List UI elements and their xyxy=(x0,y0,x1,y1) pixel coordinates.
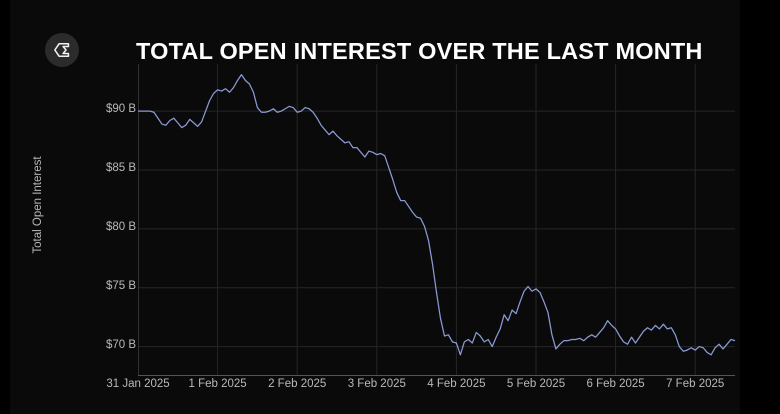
y-tick-label-2: $80 B xyxy=(105,220,136,233)
x-tick-label-1: 1 Feb 2025 xyxy=(188,378,247,390)
x-tick-label-4: 4 Feb 2025 xyxy=(427,378,486,390)
chart-container: Total Open Interest $90 B $85 B $80 B $75 B… xyxy=(10,64,740,414)
x-tick-label-7: 7 Feb 2025 xyxy=(666,378,725,390)
gridlines xyxy=(138,64,735,376)
y-tick-label-0: $90 B xyxy=(105,103,136,116)
y-axis-title: Total Open Interest xyxy=(32,156,44,254)
x-tick-label-3: 3 Feb 2025 xyxy=(347,378,406,390)
x-axis-ticks: 31 Jan 2025 1 Feb 2025 2 Feb 2025 3 Feb 202… xyxy=(10,378,740,402)
x-tick-label-0: 31 Jan 2025 xyxy=(106,378,170,390)
x-tick-label-2: 2 Feb 2025 xyxy=(268,378,327,390)
y-axis-ticks: $90 B $85 B $80 B $75 B $70 B xyxy=(72,64,136,414)
plot-area xyxy=(138,64,735,376)
y-tick-label-4: $70 B xyxy=(105,338,136,351)
panel-header: TOTAL OPEN INTEREST OVER THE LAST MONTH xyxy=(10,14,740,67)
sigma-logo-icon xyxy=(45,33,79,67)
page-title: TOTAL OPEN INTEREST OVER THE LAST MONTH xyxy=(136,38,703,64)
y-tick-label-1: $85 B xyxy=(105,161,136,174)
x-tick-label-6: 6 Feb 2025 xyxy=(586,378,645,390)
chart-panel: TOTAL OPEN INTEREST OVER THE LAST MONTH … xyxy=(10,0,740,414)
line-chart-svg xyxy=(138,64,735,376)
x-tick-label-5: 5 Feb 2025 xyxy=(506,378,566,390)
series-line-total-open-interest xyxy=(138,73,735,356)
axis-lines xyxy=(138,64,735,376)
y-tick-label-3: $75 B xyxy=(105,279,136,292)
